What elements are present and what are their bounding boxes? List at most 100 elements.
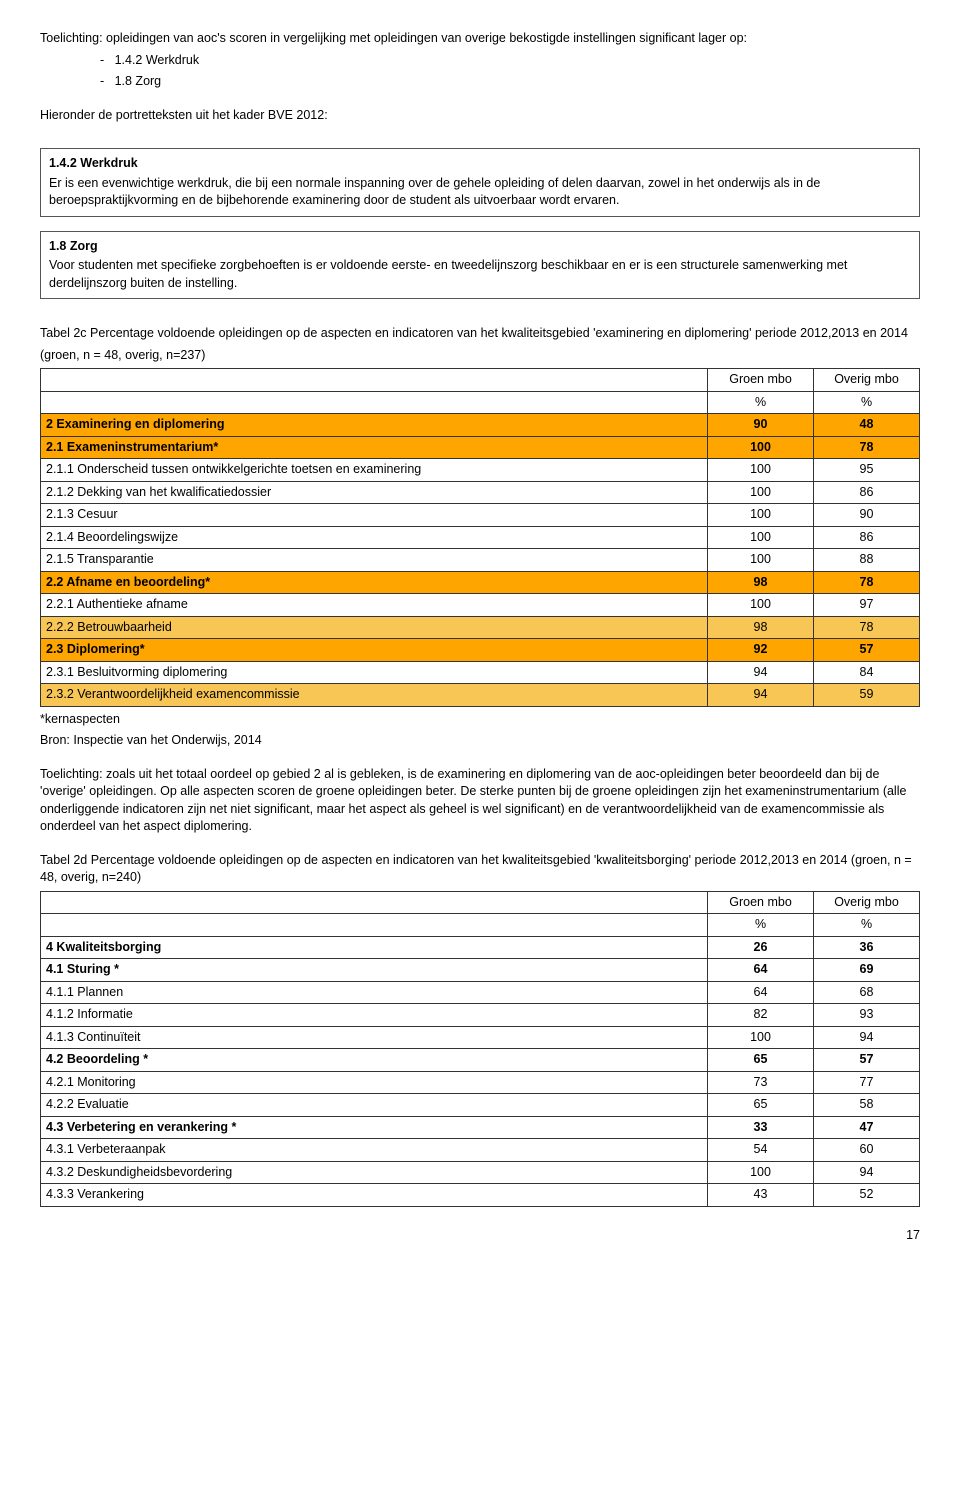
table-row-v2: 69: [814, 959, 920, 982]
table2c-unit-col1: %: [708, 391, 814, 414]
table2c-header-empty: [41, 369, 708, 392]
table-row-v2: 77: [814, 1071, 920, 1094]
table-row-label: 4.1.1 Plannen: [41, 981, 708, 1004]
table-row-v2: 90: [814, 504, 920, 527]
intro-bullet-1: - 1.4.2 Werkdruk: [100, 52, 920, 70]
table-row-v2: 68: [814, 981, 920, 1004]
intro-subheading: Hieronder de portretteksten uit het kade…: [40, 107, 920, 125]
table-row-v1: 98: [708, 616, 814, 639]
table-row-v2: 95: [814, 459, 920, 482]
box2-body: Voor studenten met specifieke zorgbehoef…: [49, 257, 911, 292]
table-row-v2: 88: [814, 549, 920, 572]
toelichting-2c: Toelichting: zoals uit het totaal oordee…: [40, 766, 920, 836]
table2d-unit-col1: %: [708, 914, 814, 937]
table-row-v1: 33: [708, 1116, 814, 1139]
table-row-label: 2.2.1 Authentieke afname: [41, 594, 708, 617]
table-row-label: 2.1.3 Cesuur: [41, 504, 708, 527]
table-row-v1: 100: [708, 459, 814, 482]
table-row-v1: 94: [708, 661, 814, 684]
table-row-v1: 65: [708, 1094, 814, 1117]
table2d-header-empty2: [41, 914, 708, 937]
table-row-v2: 78: [814, 616, 920, 639]
table-row-v2: 97: [814, 594, 920, 617]
table2d-header-empty: [41, 891, 708, 914]
table-row-v2: 84: [814, 661, 920, 684]
table-row-v1: 26: [708, 936, 814, 959]
table2c-footnote-1: *kernaspecten: [40, 711, 920, 729]
table-row-v1: 100: [708, 436, 814, 459]
table-row-v1: 98: [708, 571, 814, 594]
table-row-v2: 94: [814, 1026, 920, 1049]
table-row-v1: 100: [708, 549, 814, 572]
table-row-v1: 54: [708, 1139, 814, 1162]
table-row-label: 2.1.1 Onderscheid tussen ontwikkelgerich…: [41, 459, 708, 482]
table-row-v2: 58: [814, 1094, 920, 1117]
table2d-unit-col2: %: [814, 914, 920, 937]
table-row-label: 4 Kwaliteitsborging: [41, 936, 708, 959]
table-row-label: 2.3 Diplomering*: [41, 639, 708, 662]
table-row-v2: 60: [814, 1139, 920, 1162]
table-row-v2: 48: [814, 414, 920, 437]
intro-para: Toelichting: opleidingen van aoc's score…: [40, 30, 920, 48]
table-row-label: 2.1.5 Transparantie: [41, 549, 708, 572]
table-row-v2: 57: [814, 639, 920, 662]
table2d-header-col2: Overig mbo: [814, 891, 920, 914]
table-row-label: 4.1.2 Informatie: [41, 1004, 708, 1027]
box1-title: 1.4.2 Werkdruk: [49, 155, 911, 173]
table2c-footnote-2: Bron: Inspectie van het Onderwijs, 2014: [40, 732, 920, 750]
table-row-v1: 73: [708, 1071, 814, 1094]
table-row-v1: 64: [708, 981, 814, 1004]
table-row-label: 2.3.1 Besluitvorming diplomering: [41, 661, 708, 684]
table-row-v2: 93: [814, 1004, 920, 1027]
table-row-label: 4.1.3 Continuïteit: [41, 1026, 708, 1049]
table-row-label: 4.1 Sturing *: [41, 959, 708, 982]
table-row-label: 2 Examinering en diplomering: [41, 414, 708, 437]
table-row-label: 4.3 Verbetering en verankering *: [41, 1116, 708, 1139]
table-row-v1: 100: [708, 594, 814, 617]
table-row-v1: 94: [708, 684, 814, 707]
table2c-header-col1: Groen mbo: [708, 369, 814, 392]
page-number: 17: [40, 1227, 920, 1245]
table-row-label: 4.3.2 Deskundigheidsbevordering: [41, 1161, 708, 1184]
table2c-header-empty2: [41, 391, 708, 414]
table-row-label: 4.2.1 Monitoring: [41, 1071, 708, 1094]
table-row-v2: 47: [814, 1116, 920, 1139]
table-row-v2: 86: [814, 481, 920, 504]
table-2d: Groen mbo Overig mbo % % 4 Kwaliteitsbor…: [40, 891, 920, 1207]
table-row-v2: 78: [814, 571, 920, 594]
table-row-v2: 57: [814, 1049, 920, 1072]
portrait-box-1: 1.4.2 Werkdruk Er is een evenwichtige we…: [40, 148, 920, 217]
table-row-label: 2.2.2 Betrouwbaarheid: [41, 616, 708, 639]
table-row-v1: 100: [708, 526, 814, 549]
table-row-v1: 100: [708, 481, 814, 504]
table2c-caption-1: Tabel 2c Percentage voldoende opleidinge…: [40, 325, 920, 343]
table-row-v1: 43: [708, 1184, 814, 1207]
table2c-unit-col2: %: [814, 391, 920, 414]
table-row-label: 4.3.3 Verankering: [41, 1184, 708, 1207]
table-row-v1: 90: [708, 414, 814, 437]
portrait-box-2: 1.8 Zorg Voor studenten met specifieke z…: [40, 231, 920, 300]
table-row-v1: 100: [708, 504, 814, 527]
table-row-label: 4.2.2 Evaluatie: [41, 1094, 708, 1117]
table-row-v2: 94: [814, 1161, 920, 1184]
table-row-v1: 100: [708, 1026, 814, 1049]
table-row-label: 2.1.2 Dekking van het kwalificatiedossie…: [41, 481, 708, 504]
intro-bullet-2: - 1.8 Zorg: [100, 73, 920, 91]
table-row-label: 4.3.1 Verbeteraanpak: [41, 1139, 708, 1162]
table2d-header-col1: Groen mbo: [708, 891, 814, 914]
table-row-v1: 64: [708, 959, 814, 982]
table-row-label: 2.1 Exameninstrumentarium*: [41, 436, 708, 459]
table-row-v2: 86: [814, 526, 920, 549]
table-row-label: 2.3.2 Verantwoordelijkheid examencommiss…: [41, 684, 708, 707]
table-row-v2: 59: [814, 684, 920, 707]
table2c-caption-2: (groen, n = 48, overig, n=237): [40, 347, 920, 365]
table-row-v1: 65: [708, 1049, 814, 1072]
box2-title: 1.8 Zorg: [49, 238, 911, 256]
table-row-v2: 78: [814, 436, 920, 459]
table-row-v2: 52: [814, 1184, 920, 1207]
table-2c: Groen mbo Overig mbo % % 2 Examinering e…: [40, 368, 920, 707]
table-row-v1: 92: [708, 639, 814, 662]
table-row-v1: 82: [708, 1004, 814, 1027]
table2d-caption: Tabel 2d Percentage voldoende opleidinge…: [40, 852, 920, 887]
table-row-label: 2.1.4 Beoordelingswijze: [41, 526, 708, 549]
